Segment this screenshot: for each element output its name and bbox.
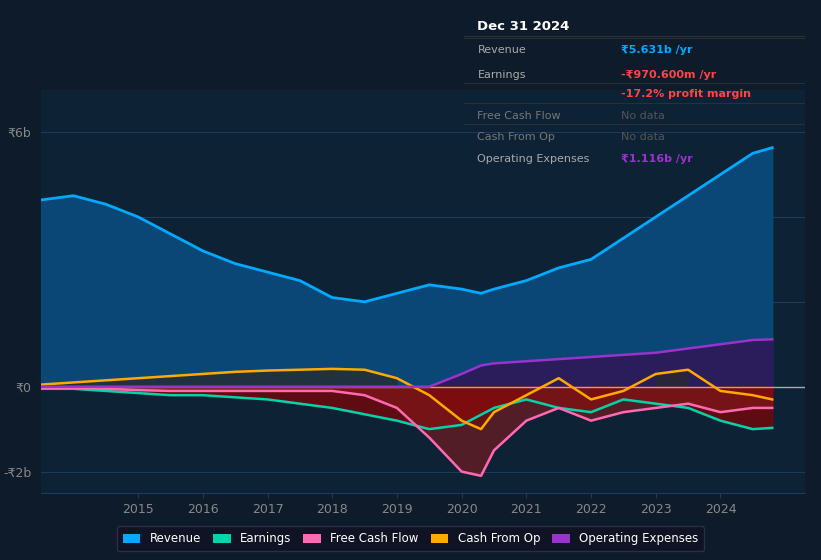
Text: Operating Expenses: Operating Expenses [478, 154, 589, 164]
Text: -17.2% profit margin: -17.2% profit margin [621, 90, 750, 99]
Text: -₹970.600m /yr: -₹970.600m /yr [621, 69, 716, 80]
Text: ₹5.631b /yr: ₹5.631b /yr [621, 45, 692, 55]
Text: Revenue: Revenue [478, 45, 526, 55]
Text: Cash From Op: Cash From Op [478, 132, 555, 142]
Text: Dec 31 2024: Dec 31 2024 [478, 20, 570, 33]
Text: No data: No data [621, 132, 664, 142]
Text: Free Cash Flow: Free Cash Flow [478, 111, 561, 121]
Legend: Revenue, Earnings, Free Cash Flow, Cash From Op, Operating Expenses: Revenue, Earnings, Free Cash Flow, Cash … [117, 526, 704, 551]
Text: ₹1.116b /yr: ₹1.116b /yr [621, 154, 692, 164]
Text: Earnings: Earnings [478, 69, 526, 80]
Text: No data: No data [621, 111, 664, 121]
